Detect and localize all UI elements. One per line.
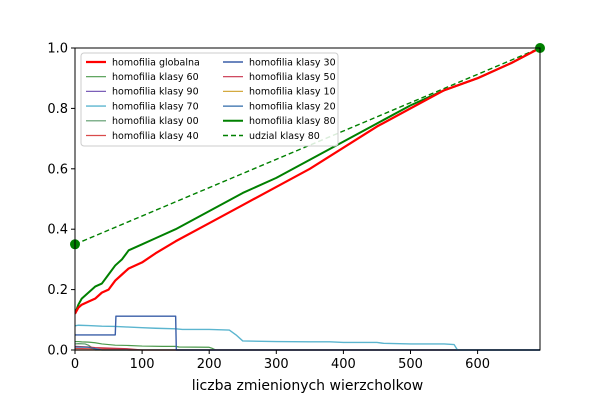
legend-label: homofilia klasy 20 [249, 101, 336, 112]
legend-label: homofilia klasy 10 [249, 87, 336, 98]
legend-label: homofilia klasy 90 [112, 87, 199, 98]
legend-box [80, 52, 339, 147]
y-tick-label: 0.2 [47, 283, 68, 298]
series-line-homofilia-klasy-00 [75, 343, 540, 351]
x-tick-label: 400 [331, 357, 356, 372]
legend-label: homofilia klasy 40 [112, 131, 199, 142]
y-tick-label: 0.0 [47, 344, 68, 359]
legend-label: homofilia klasy 60 [112, 72, 199, 83]
x-tick-label: 100 [130, 357, 155, 372]
legend-label: udzial klasy 80 [249, 131, 320, 142]
x-tick-label: 200 [197, 357, 222, 372]
y-tick-label: 0.4 [47, 223, 68, 238]
legend-label: homofilia klasy 80 [249, 116, 336, 127]
series-line-homofilia-globalna [75, 47, 540, 315]
x-tick-label: 500 [398, 357, 423, 372]
series-line-homofilia-klasy-60 [75, 340, 217, 351]
axes-frame [74, 47, 541, 351]
x-tick-label: 600 [465, 357, 490, 372]
series-line-homofilia-klasy-80 [75, 47, 540, 315]
axes: 0 100 200 300 400 500 600 0.0 0.2 0.4 0.6 0.8 1.0 [47, 42, 541, 372]
legend: homofilia globalna homofilia klasy 60 homo… [80, 52, 339, 147]
y-tick-label: 1.0 [47, 42, 68, 57]
x-tick-label: 0 [71, 357, 79, 372]
x-tick-label: 300 [264, 357, 289, 372]
legend-label: homofilia klasy 30 [249, 57, 336, 68]
legend-label: homofilia klasy 50 [249, 72, 336, 83]
legend-label: homofilia klasy 70 [112, 101, 199, 112]
x-axis-label: liczba zmienionych wierzcholkow [192, 378, 423, 394]
legend-label: homofilia globalna [112, 57, 200, 68]
y-tick-label: 0.8 [47, 102, 68, 117]
series-line-homofilia-klasy-30 [75, 315, 540, 351]
legend-label: homofilia klasy 00 [112, 116, 199, 127]
y-tick-label: 0.6 [47, 162, 68, 177]
